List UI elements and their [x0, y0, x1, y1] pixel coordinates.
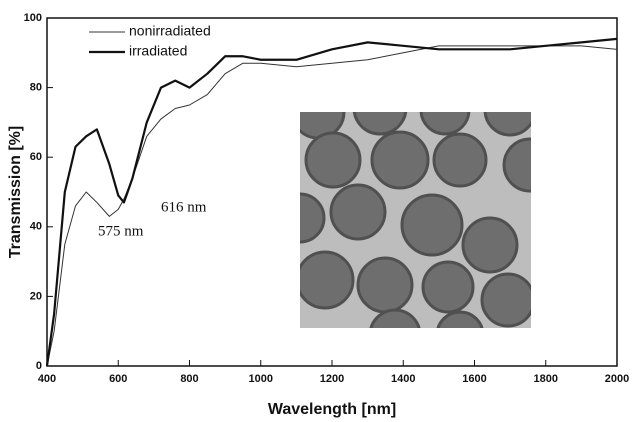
x-tick-label: 800: [180, 373, 198, 385]
x-axis-title: Wavelength [nm]: [268, 401, 396, 418]
y-tick-label: 20: [30, 290, 42, 302]
annotation: 575 nm: [98, 223, 144, 239]
x-tick-label: 400: [38, 373, 56, 385]
x-tick-label: 1400: [391, 373, 415, 385]
legend-label: nonirradiated: [129, 23, 211, 39]
y-tick-label: 100: [24, 12, 42, 24]
x-tick-label: 1800: [534, 373, 558, 385]
y-tick-label: 40: [30, 221, 42, 233]
x-tick-label: 1600: [462, 373, 486, 385]
y-tick-label: 80: [30, 82, 42, 94]
legend-label: irradiated: [129, 43, 187, 59]
x-tick-label: 1200: [320, 373, 344, 385]
x-tick-label: 1000: [249, 373, 273, 385]
annotation: 616 nm: [161, 199, 207, 215]
y-tick-label: 0: [36, 360, 42, 372]
inset-micrograph: [276, 82, 556, 360]
x-tick-label: 600: [109, 373, 127, 385]
y-axis-title: Transmission [%]: [7, 126, 24, 258]
chart: Wavelength [nm] Transmission [%] 575 nm …: [0, 0, 634, 422]
x-tick-label: 2000: [605, 373, 629, 385]
y-tick-label: 60: [30, 151, 42, 163]
